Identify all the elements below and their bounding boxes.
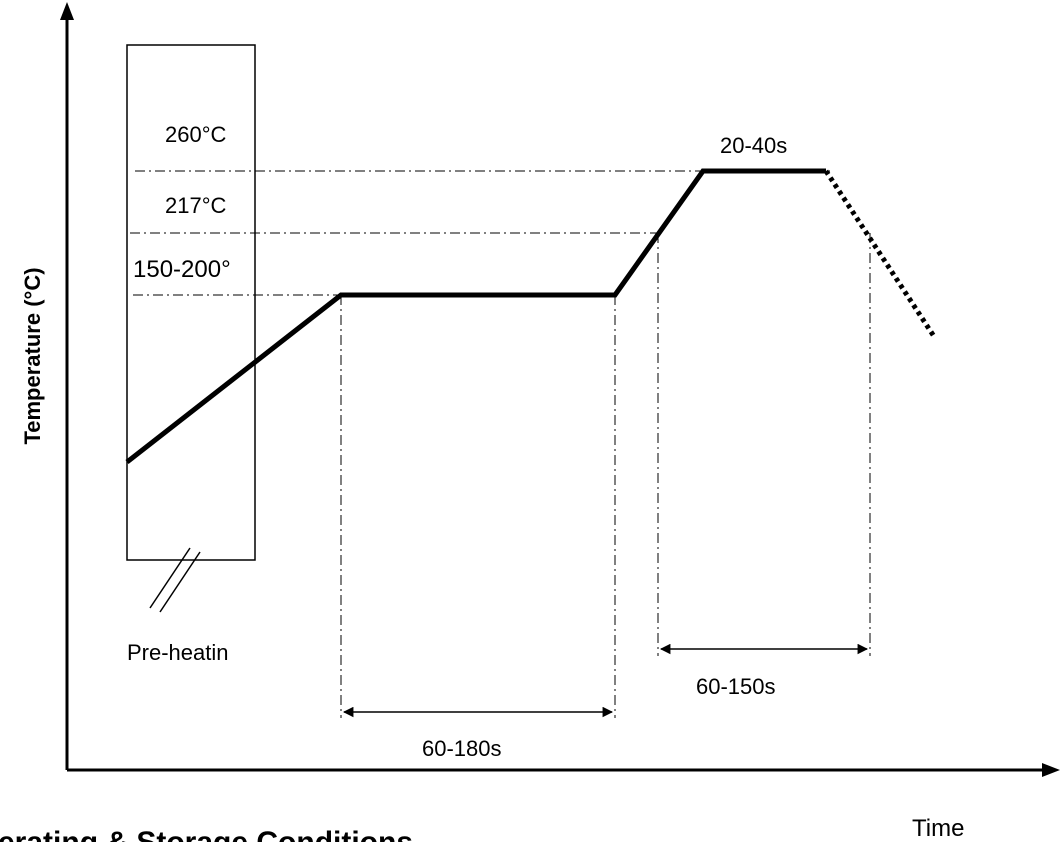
reflow-profile-curve (125, 168, 826, 464)
liquidus-temp-label: 217°C (165, 193, 227, 218)
soak-temp-label: 150-200° (133, 256, 231, 283)
y-axis-arrow-icon (60, 2, 74, 20)
preheat-box (126, 44, 256, 561)
preheat-break-mark (149, 547, 191, 609)
peak-temp-label: 260°C (165, 122, 227, 147)
x-axis-arrow-icon (1042, 763, 1060, 777)
peak-duration-label: 20-40s (720, 133, 787, 158)
cooling-curve (823, 169, 938, 340)
preheat-break-mark (159, 551, 201, 613)
soak-duration-label: 60-180s (422, 736, 502, 761)
liquidus-duration-label: 60-150s (696, 674, 776, 699)
y-axis-label: Temperature (°C) (20, 267, 45, 444)
preheat-label: Pre-heatin (127, 640, 229, 665)
section-heading: erating & Storage Conditions (0, 826, 413, 842)
x-axis-label: Time (912, 815, 964, 842)
